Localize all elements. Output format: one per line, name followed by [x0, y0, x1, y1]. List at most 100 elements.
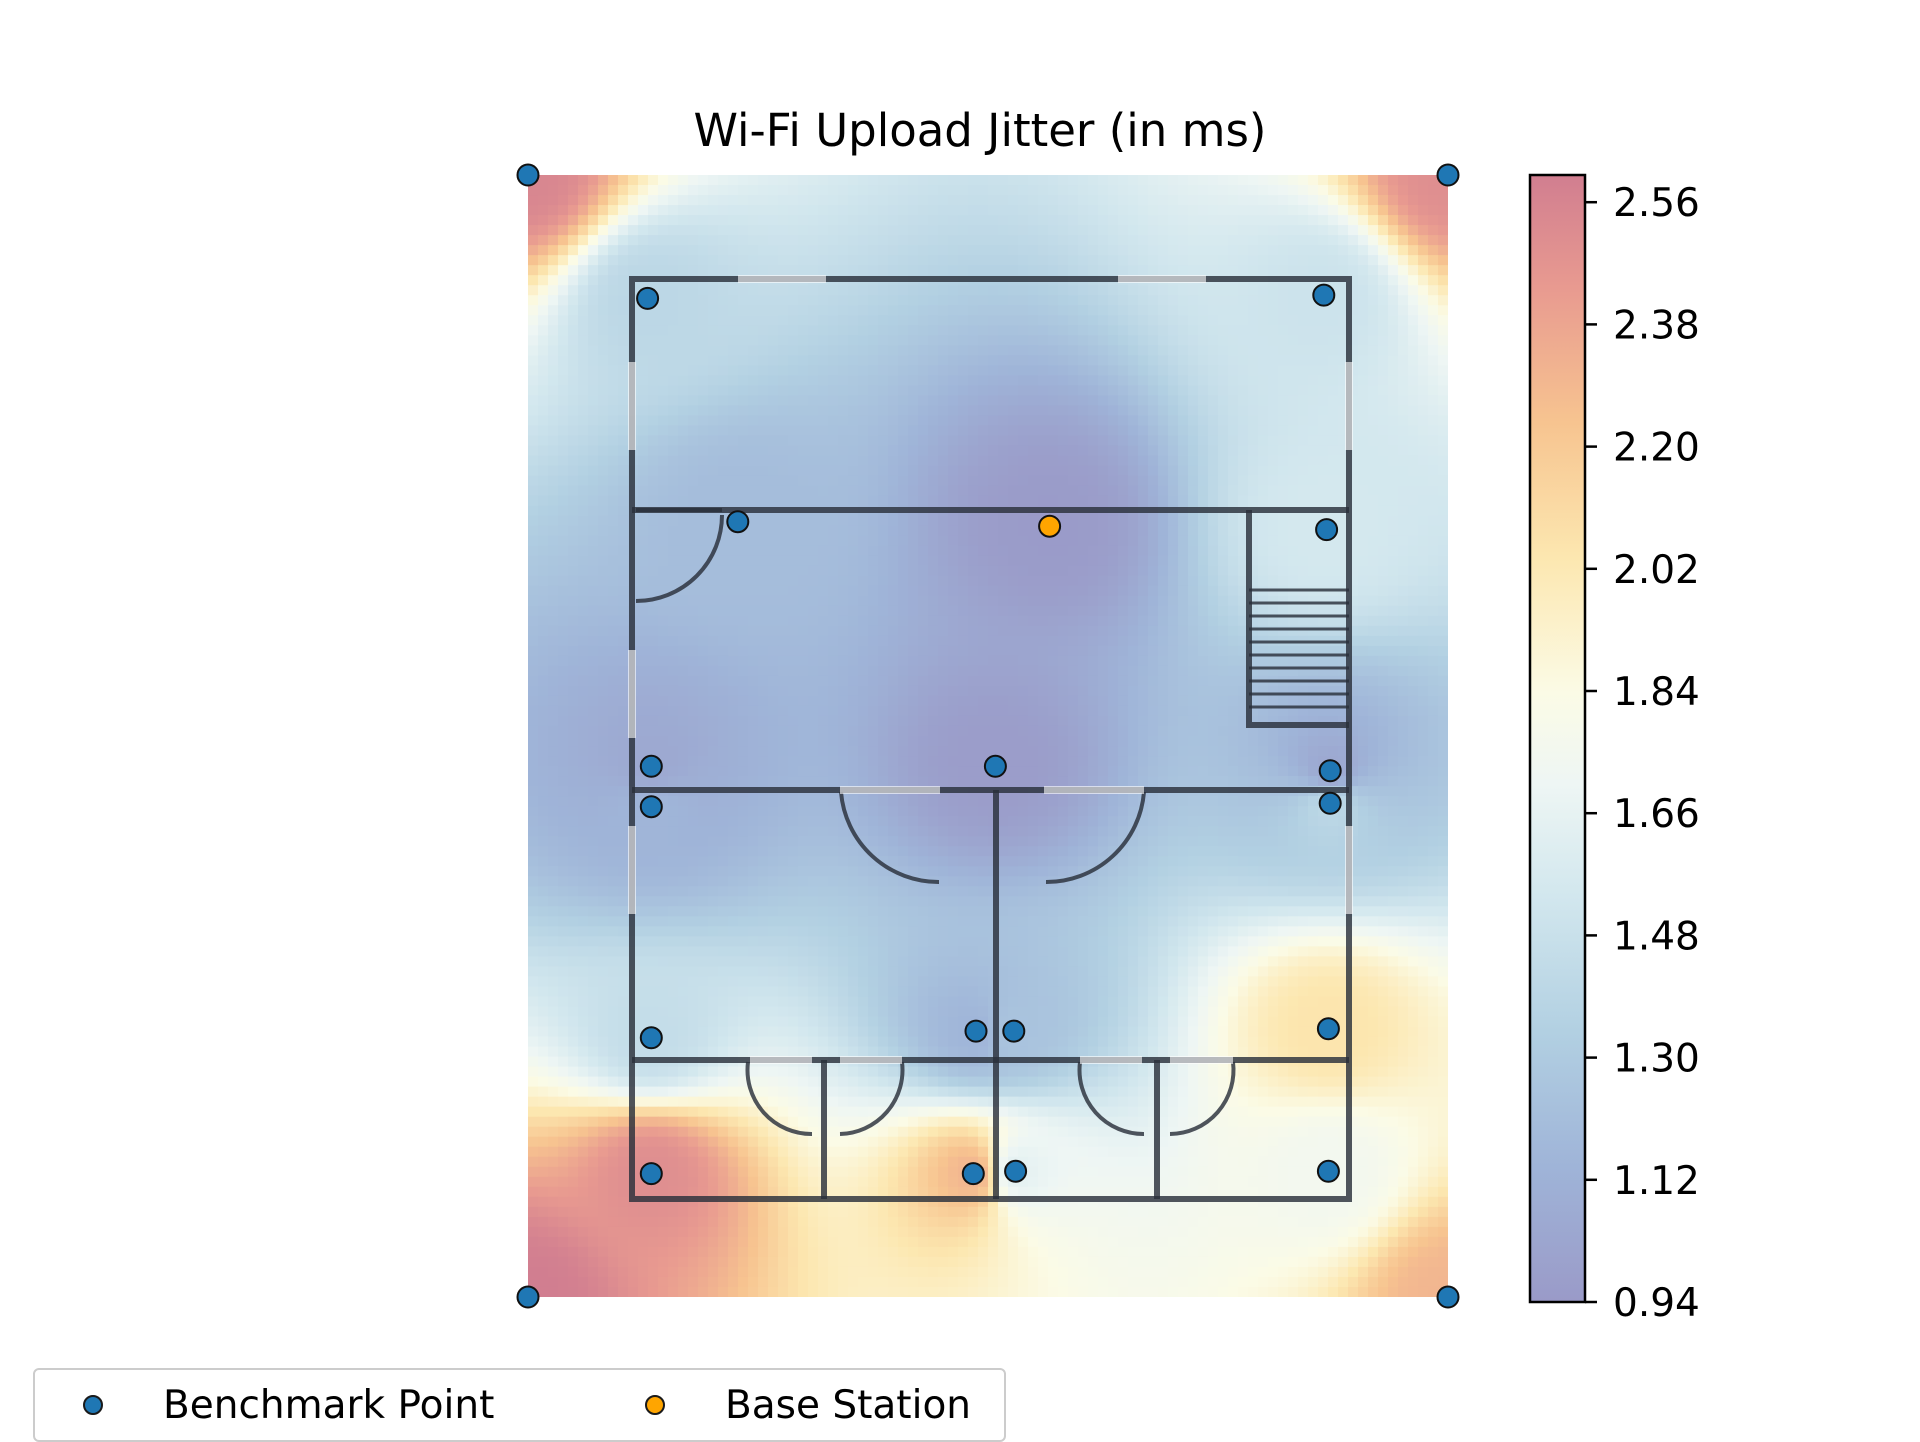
- heatmap-cell: [1098, 585, 1109, 597]
- heatmap-cell: [938, 415, 949, 427]
- heatmap-cell: [908, 205, 919, 216]
- heatmap-cell: [608, 425, 619, 437]
- heatmap-cell: [618, 695, 629, 707]
- heatmap-cell: [1158, 215, 1169, 226]
- heatmap-cell: [898, 645, 909, 657]
- heatmap-cell: [1218, 185, 1229, 196]
- heatmap-cell: [728, 355, 739, 366]
- heatmap-cell: [838, 615, 849, 627]
- heatmap-cell: [1038, 355, 1049, 366]
- heatmap-cell: [968, 265, 979, 276]
- heatmap-cell: [1248, 345, 1259, 356]
- heatmap-cell: [1258, 625, 1269, 637]
- heatmap-cell: [908, 185, 919, 196]
- heatmap-cell: [1068, 175, 1079, 186]
- heatmap-cell: [1168, 425, 1179, 437]
- heatmap-cell: [998, 585, 1009, 597]
- heatmap-cell: [1228, 705, 1239, 717]
- heatmap-cell: [998, 175, 1009, 186]
- heatmap-cell: [1248, 255, 1259, 266]
- heatmap-cell: [898, 425, 909, 437]
- heatmap-cell: [608, 365, 619, 376]
- heatmap-cell: [608, 495, 619, 507]
- heatmap-cell: [1148, 325, 1159, 336]
- heatmap-cell: [598, 495, 609, 507]
- heatmap-cell: [808, 635, 819, 647]
- heatmap-cell: [1428, 235, 1439, 246]
- heatmap-cell: [658, 435, 669, 447]
- heatmap-cell: [718, 285, 729, 296]
- heatmap-cell: [1078, 285, 1089, 296]
- heatmap-cell: [1408, 215, 1419, 226]
- heatmap-cell: [1208, 225, 1219, 236]
- heatmap-cell: [1438, 275, 1448, 286]
- heatmap-cell: [1418, 595, 1429, 607]
- heatmap-cell: [1098, 555, 1109, 567]
- heatmap-cell: [678, 545, 689, 557]
- heatmap-cell: [828, 585, 839, 597]
- heatmap-cell: [538, 595, 549, 607]
- heatmap-cell: [758, 375, 769, 386]
- heatmap-cell: [748, 665, 759, 677]
- heatmap-cell: [1168, 315, 1179, 326]
- heatmap-cell: [1228, 175, 1239, 186]
- heatmap-cell: [1008, 365, 1019, 376]
- heatmap-cell: [598, 215, 609, 226]
- heatmap-cell: [598, 235, 609, 246]
- heatmap-cell: [1088, 665, 1099, 677]
- heatmap-cell: [608, 375, 619, 386]
- heatmap-cell: [918, 495, 929, 507]
- heatmap-cell: [808, 445, 819, 457]
- heatmap-cell: [1288, 575, 1299, 587]
- heatmap-cell: [818, 175, 829, 186]
- heatmap-cell: [948, 425, 959, 437]
- heatmap-cell: [1178, 195, 1189, 206]
- heatmap-cell: [598, 195, 609, 206]
- heatmap-cell: [1158, 245, 1169, 256]
- heatmap-cell: [598, 425, 609, 437]
- heatmap-cell: [908, 285, 919, 296]
- heatmap-cell: [798, 375, 809, 386]
- heatmap-cell: [548, 445, 559, 457]
- heatmap-cell: [1078, 425, 1089, 437]
- heatmap-cell: [1018, 295, 1029, 306]
- heatmap-cell: [778, 255, 789, 266]
- heatmap-cell: [738, 385, 749, 396]
- heatmap-cell: [928, 465, 939, 477]
- heatmap-cell: [1138, 225, 1149, 236]
- heatmap-cell: [1018, 315, 1029, 326]
- heatmap-cell: [1088, 595, 1099, 607]
- heatmap-cell: [1078, 345, 1089, 356]
- heatmap-cell: [528, 605, 539, 617]
- heatmap-cell: [708, 185, 719, 196]
- heatmap-cell: [1058, 405, 1069, 417]
- heatmap-cell: [1158, 565, 1169, 577]
- heatmap-cell: [898, 485, 909, 497]
- heatmap-cell: [748, 545, 759, 557]
- heatmap-cell: [1068, 285, 1079, 296]
- heatmap-cell: [1018, 255, 1029, 266]
- heatmap-cell: [1088, 235, 1099, 246]
- heatmap-cell: [668, 515, 679, 527]
- heatmap-cell: [548, 255, 559, 266]
- heatmap-cell: [1038, 705, 1049, 717]
- heatmap-cell: [1058, 515, 1069, 527]
- heatmap-cell: [748, 325, 759, 336]
- heatmap-cell: [778, 525, 789, 537]
- heatmap-cell: [1028, 175, 1039, 186]
- heatmap-cell: [1228, 685, 1239, 697]
- heatmap-cell: [958, 215, 969, 226]
- heatmap-cell: [1378, 255, 1389, 266]
- heatmap-cell: [538, 205, 549, 216]
- heatmap-cell: [1348, 685, 1359, 697]
- heatmap-cell: [868, 625, 879, 637]
- heatmap-cell: [1268, 285, 1279, 296]
- heatmap-cell: [1028, 695, 1039, 707]
- heatmap-cell: [828, 325, 839, 336]
- heatmap-cell: [918, 175, 929, 186]
- heatmap-cell: [758, 605, 769, 617]
- heatmap-cell: [558, 325, 569, 336]
- heatmap-cell: [828, 655, 839, 667]
- heatmap-cell: [1108, 535, 1119, 547]
- heatmap-cell: [598, 505, 609, 517]
